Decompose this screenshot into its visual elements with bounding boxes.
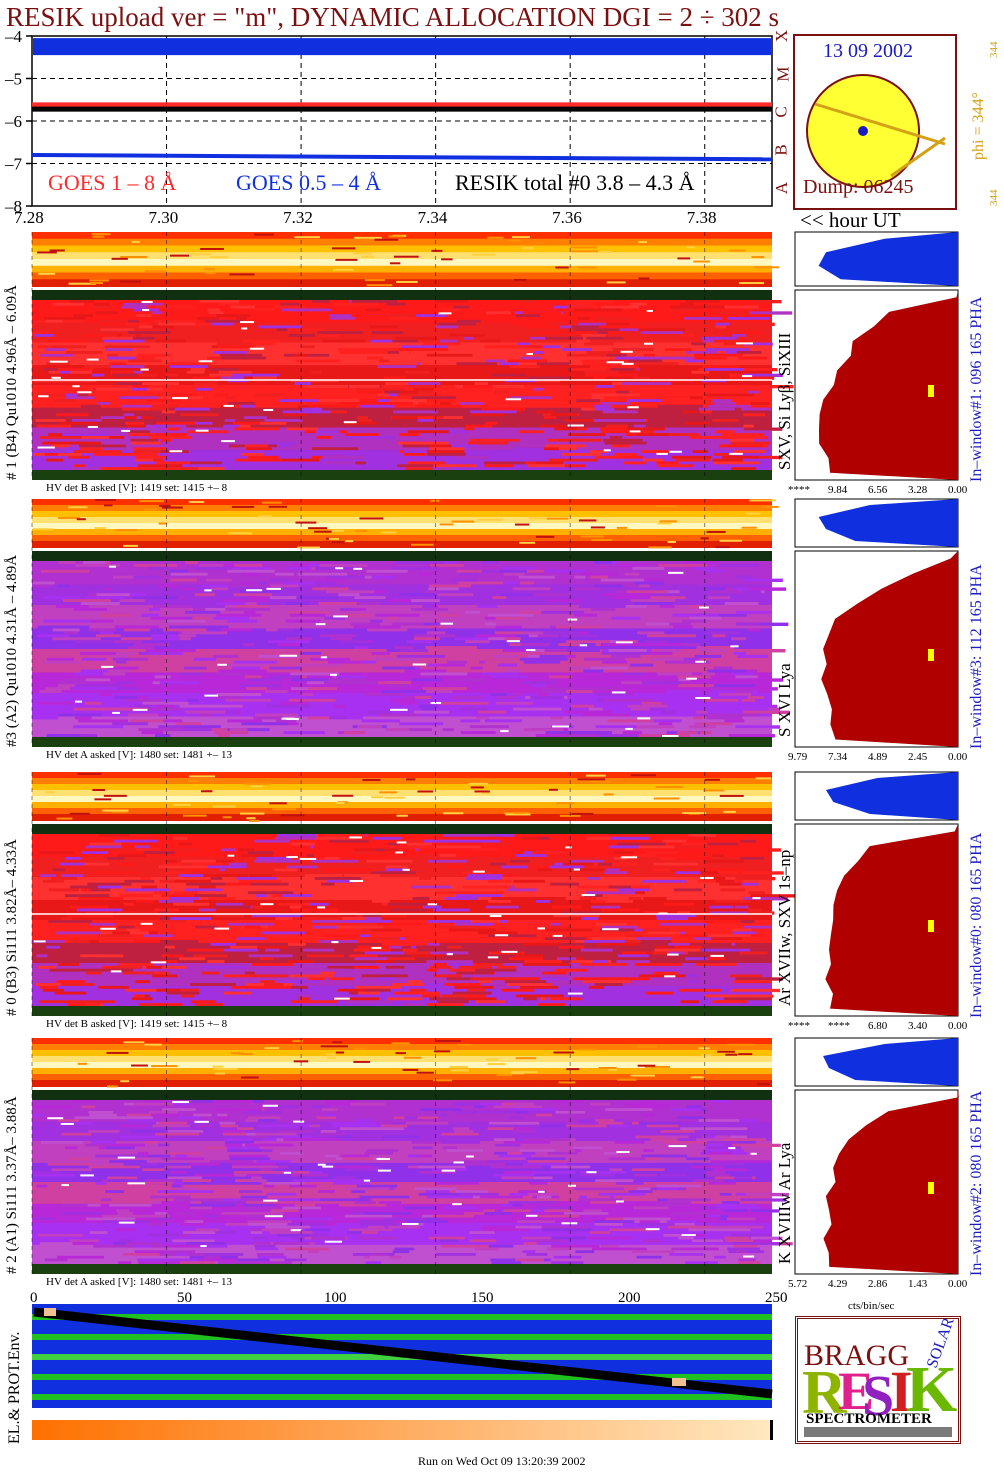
main-hist-3 bbox=[823, 1090, 959, 1274]
panel-3-tick-0: 5.72 bbox=[788, 1278, 808, 1290]
panel-1-tick-2: 4.89 bbox=[868, 751, 888, 763]
resik-logo: BRAGG R E S I K SOLAR SPECTROMETER bbox=[795, 1315, 961, 1444]
resik-legend: RESIK total #0 3.8 – 4.3 Å bbox=[455, 170, 695, 195]
y-tick-label-3: –7 bbox=[4, 155, 23, 174]
goes-series-0 bbox=[31, 153, 773, 162]
panel-2-tick-1: **** bbox=[828, 1020, 850, 1032]
environment-plot bbox=[32, 1304, 773, 1440]
logo-bragg: BRAGG bbox=[804, 1339, 909, 1372]
panel-hv-1: HV det A asked [V]: 1480 set: 1481 +– 13 bbox=[46, 749, 232, 761]
panel-0-tick-0: **** bbox=[788, 484, 810, 496]
sun-box: 13 09 2002 Dump: 06245 bbox=[793, 34, 957, 210]
y-tick-label-0: –4 bbox=[4, 30, 23, 46]
panel-0-tick-3: 3.28 bbox=[908, 484, 928, 496]
goes-blue-legend: GOES 0.5 – 4 Å bbox=[236, 170, 381, 195]
panel-2-tick-0: **** bbox=[788, 1020, 810, 1032]
panel-1-tick-4: 0.00 bbox=[948, 751, 968, 763]
orange-strip bbox=[32, 1420, 772, 1440]
hour-label: << hour UT bbox=[800, 208, 901, 232]
logo-i: I bbox=[890, 1359, 913, 1424]
panel-0-tick-4: 0.00 bbox=[948, 484, 968, 496]
panel-window-label-0: In–window#1: 096 165 PHA bbox=[968, 296, 985, 482]
x-tick-label-1: 7.30 bbox=[148, 208, 179, 227]
panel-2-tick-3: 3.40 bbox=[908, 1020, 928, 1032]
x-tick-label-4: 7.36 bbox=[552, 208, 582, 227]
logo-k: K bbox=[906, 1353, 957, 1426]
main-hist-0 bbox=[818, 290, 958, 480]
panel-1-tick-3: 2.45 bbox=[908, 751, 928, 763]
panel-3-tick-1: 4.29 bbox=[828, 1278, 848, 1290]
dump-label: Dump: 06245 bbox=[803, 176, 914, 198]
panel-2-tick-4: 0.00 bbox=[948, 1020, 968, 1032]
goes-plot: –4 –5 –6 –7 –8 bbox=[4, 30, 773, 212]
env-x-tick-5: 250 bbox=[765, 1290, 788, 1306]
panel-window-label-2: In–window#0: 080 165 PHA bbox=[968, 832, 985, 1018]
sun-disk bbox=[806, 74, 946, 188]
x-tick-label-3: 7.34 bbox=[417, 208, 448, 227]
panel-0-tick-2: 6.56 bbox=[868, 484, 888, 496]
panel-2-tick-2: 6.80 bbox=[868, 1020, 888, 1032]
run-label: Run on Wed Oct 09 13:20:39 2002 bbox=[418, 1454, 586, 1468]
logo-s: S bbox=[862, 1363, 894, 1428]
panel-3 bbox=[31, 1037, 959, 1275]
panel-1 bbox=[31, 498, 959, 748]
top-hist-0 bbox=[818, 232, 958, 286]
y-tick-label-1: –5 bbox=[4, 70, 22, 89]
top-hist-1 bbox=[818, 499, 958, 547]
panel-hv-2: HV det B asked [V]: 1419 set: 1415 +– 8 bbox=[46, 1018, 228, 1030]
goes-red-legend: GOES 1 – 8 Å bbox=[48, 170, 177, 195]
panel-3-tick-3: 1.43 bbox=[908, 1278, 928, 1290]
panel-3-tick-4: 0.00 bbox=[948, 1278, 968, 1290]
panel-hv-3: HV det A asked [V]: 1480 set: 1481 +– 13 bbox=[46, 1276, 232, 1288]
x-tick-label-2: 7.32 bbox=[283, 208, 313, 227]
env-x-tick-0: 0 bbox=[30, 1290, 38, 1306]
main-hist-2 bbox=[825, 824, 958, 1016]
main-hist-1 bbox=[821, 551, 958, 747]
panel-window-label-3: In–window#2: 080 165 PHA bbox=[968, 1090, 985, 1276]
sun-marker bbox=[858, 126, 868, 136]
panel-window-label-1: In–window#3: 112 165 PHA bbox=[968, 564, 985, 749]
logo-spectrometer: SPECTROMETER bbox=[806, 1411, 932, 1427]
logo-graphic: BRAGG R E S I K SOLAR SPECTROMETER bbox=[802, 1315, 958, 1437]
y-tick-label-4: –8 bbox=[4, 197, 22, 212]
page-title: RESIK upload ver = "m", DYNAMIC ALLOCATI… bbox=[6, 2, 780, 32]
cts-label: cts/bin/sec bbox=[848, 1300, 895, 1312]
panel-3-tick-2: 2.86 bbox=[868, 1278, 888, 1290]
env-x-tick-3: 150 bbox=[471, 1290, 494, 1306]
env-x-tick-4: 200 bbox=[618, 1290, 641, 1306]
x-tick-label-5: 7.38 bbox=[686, 208, 717, 227]
panel-0-tick-1: 9.84 bbox=[828, 484, 848, 496]
panel-2 bbox=[31, 771, 959, 1017]
date-label: 13 09 2002 bbox=[823, 40, 913, 62]
panel-hv-0: HV det B asked [V]: 1419 set: 1415 +– 8 bbox=[46, 482, 228, 494]
x-tick-label-0: 7.28 bbox=[14, 208, 44, 227]
y-tick-label-2: –6 bbox=[4, 112, 22, 131]
top-hist-3 bbox=[823, 1038, 958, 1086]
env-y-label: EL.& PROT.Env. bbox=[6, 1331, 23, 1444]
env-x-tick-1: 50 bbox=[177, 1290, 192, 1306]
panel-1-tick-1: 7.34 bbox=[828, 751, 848, 763]
logo-e: E bbox=[838, 1361, 874, 1421]
env-x-tick-2: 100 bbox=[324, 1290, 347, 1306]
panel-1-tick-0: 9.79 bbox=[788, 751, 808, 763]
top-hist-2 bbox=[825, 772, 958, 820]
logo-r: R bbox=[802, 1359, 848, 1427]
goes-blue-band bbox=[33, 38, 771, 56]
env-diagonal bbox=[33, 1307, 773, 1399]
panel-0 bbox=[31, 231, 959, 481]
